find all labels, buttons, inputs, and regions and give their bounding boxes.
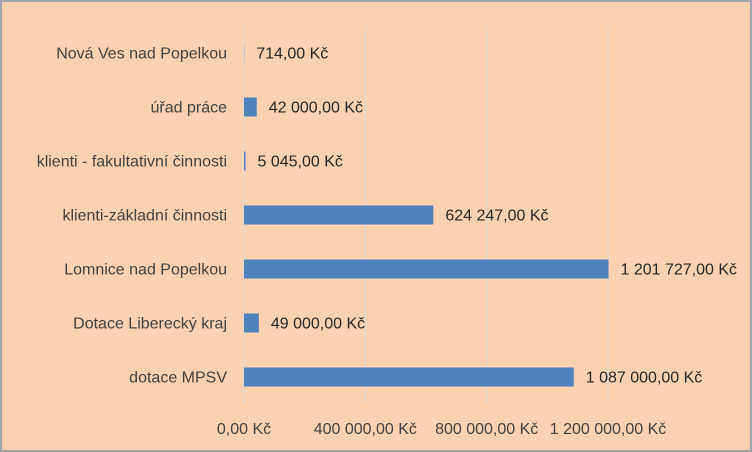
category-label: Lomnice nad Popelkou	[64, 262, 227, 279]
category-label: Nová Ves nad Popelkou	[56, 46, 227, 63]
bar	[244, 151, 246, 171]
category-labels: Nová Ves nad Popelkou úřad práce klienti -…	[37, 46, 228, 387]
x-axis-tick-labels: 0,00 Kč 400 000,00 Kč 800 000,00 Kč 1 200 0…	[217, 421, 666, 438]
bar	[244, 259, 609, 279]
value-labels: 714,00 Kč 42 000,00 Kč 5 045,00 Kč 624 247,…	[256, 46, 737, 387]
category-label: dotace MPSV	[129, 370, 227, 387]
category-label: klienti-základní činnosti	[62, 208, 227, 225]
bar	[244, 367, 574, 387]
x-tick-label: 400 000,00 Kč	[314, 421, 417, 438]
x-tick-label: 0,00 Kč	[217, 421, 271, 438]
data-label: 624 247,00 Kč	[445, 208, 548, 225]
bar	[244, 97, 257, 117]
bar	[244, 205, 434, 225]
data-label: 714,00 Kč	[256, 46, 328, 63]
x-tick-label: 800 000,00 Kč	[435, 421, 538, 438]
bars	[244, 43, 609, 387]
x-tick-label: 1 200 000,00 Kč	[550, 421, 667, 438]
data-label: 49 000,00 Kč	[271, 316, 365, 333]
data-label: 1 087 000,00 Kč	[586, 370, 703, 387]
data-label: 5 045,00 Kč	[258, 154, 343, 171]
category-label: úřad práce	[151, 100, 228, 117]
category-label: Dotace Liberecký kraj	[73, 316, 227, 333]
data-label: 42 000,00 Kč	[269, 100, 363, 117]
category-label: klienti - fakultativní činnosti	[37, 154, 227, 171]
data-label: 1 201 727,00 Kč	[621, 262, 738, 279]
bar	[244, 313, 259, 333]
